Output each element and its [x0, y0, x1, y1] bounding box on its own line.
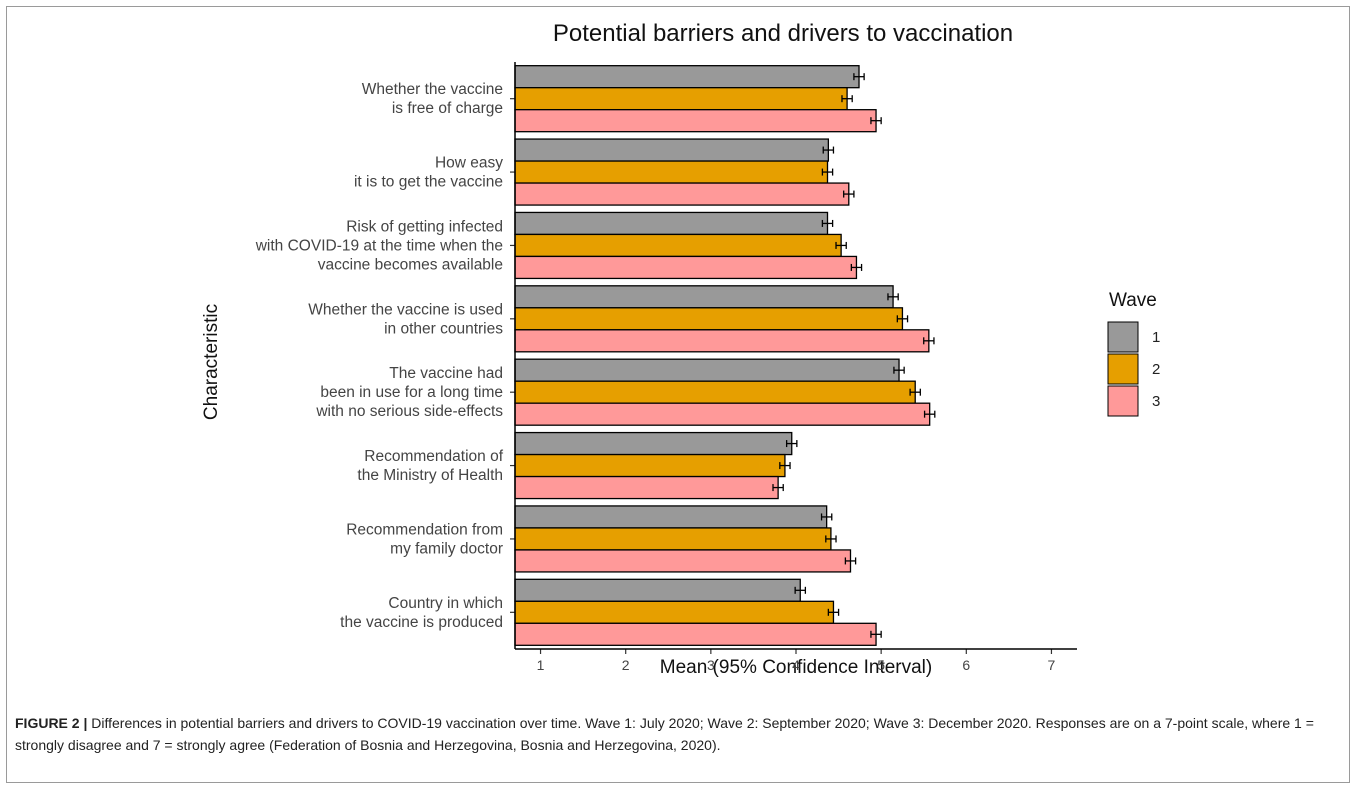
error-bar-wave-1-cat-7	[820, 513, 833, 521]
x-tick-label: 3	[707, 657, 715, 673]
y-tick-label: How easy	[435, 155, 503, 172]
error-bar-wave-2-cat-1	[841, 95, 853, 103]
figure-caption: FIGURE 2 | Differences in potential barr…	[15, 712, 1345, 756]
error-bar-wave-3-cat-7	[844, 557, 857, 565]
chart-title: Potential barriers and drivers to vaccin…	[553, 20, 1013, 47]
bar-wave-1-cat-4	[514, 285, 894, 309]
error-bar-wave-2-cat-3	[835, 241, 847, 249]
y-tick-label: The vaccine had	[389, 365, 503, 382]
bar-wave-1-cat-2	[514, 138, 830, 162]
bar-chart: Potential barriers and drivers to vaccin…	[201, 20, 1160, 678]
legend-label-wave-2: 2	[1152, 361, 1160, 378]
bar-wave-3-cat-8	[514, 622, 877, 646]
bar-wave-2-cat-2	[514, 160, 829, 184]
error-bar-wave-1-cat-2	[822, 146, 835, 154]
caption-label: FIGURE 2 |	[15, 715, 88, 731]
bar-wave-2-cat-6	[514, 453, 786, 478]
y-tick-label: the vaccine is produced	[340, 614, 503, 631]
bar-wave-2-cat-5	[514, 380, 916, 404]
bar-wave-1-cat-3	[514, 211, 829, 236]
y-tick-label: Whether the vaccine	[362, 81, 503, 98]
error-bar-wave-2-cat-4	[896, 315, 909, 323]
error-bar-wave-3-cat-5	[923, 410, 936, 418]
bars-group	[514, 65, 936, 646]
legend-label-wave-3: 3	[1152, 393, 1160, 410]
bar-wave-2-cat-1	[514, 87, 848, 111]
y-tick-label: vaccine becomes available	[318, 256, 503, 273]
y-tick-label: Country in which	[388, 595, 503, 612]
error-bar-wave-3-cat-3	[850, 263, 863, 271]
caption-text: Differences in potential barriers and dr…	[15, 715, 1314, 753]
x-tick-label: 5	[877, 657, 885, 673]
legend: Wave 1 2 3	[1107, 290, 1160, 417]
legend-swatch-wave-2	[1107, 353, 1139, 385]
error-bar-wave-2-cat-7	[825, 535, 837, 543]
error-bar-wave-2-cat-8	[827, 608, 840, 616]
y-tick-label: Recommendation of	[364, 448, 503, 465]
bar-wave-3-cat-2	[514, 182, 850, 206]
error-bar-wave-1-cat-8	[794, 586, 807, 594]
error-bar-wave-3-cat-6	[772, 484, 784, 492]
x-ticks: 1 2 3 4 5 6 7	[537, 649, 1056, 673]
legend-swatch-wave-1	[1107, 321, 1139, 353]
bar-wave-3-cat-7	[514, 549, 852, 573]
y-tick-label: with no serious side-effects	[315, 403, 503, 420]
bar-wave-3-cat-5	[514, 402, 931, 426]
bar-wave-2-cat-4	[514, 307, 904, 331]
bar-wave-1-cat-6	[514, 431, 793, 456]
bar-wave-3-cat-6	[514, 475, 779, 500]
bar-wave-2-cat-3	[514, 233, 842, 258]
bar-wave-3-cat-4	[514, 329, 930, 353]
error-bar-wave-2-cat-2	[821, 168, 834, 176]
error-bar-wave-1-cat-4	[887, 293, 899, 301]
bar-wave-1-cat-7	[514, 505, 828, 529]
y-tick-label: Recommendation from	[346, 521, 503, 538]
error-bar-wave-2-cat-6	[779, 462, 791, 470]
y-tick-label: in other countries	[384, 320, 503, 337]
x-tick-label: 4	[792, 657, 800, 673]
y-tick-label: Whether the vaccine is used	[308, 301, 503, 318]
figure-panel: Potential barriers and drivers to vaccin…	[6, 6, 1350, 783]
error-bar-wave-1-cat-3	[821, 219, 834, 227]
bar-wave-2-cat-7	[514, 527, 832, 551]
error-bar-wave-3-cat-1	[870, 117, 882, 125]
legend-swatch-wave-3	[1107, 385, 1139, 417]
bar-wave-1-cat-5	[514, 358, 900, 382]
bar-wave-1-cat-8	[514, 578, 801, 602]
legend-title: Wave	[1109, 290, 1157, 311]
y-axis-label: Characteristic	[201, 304, 222, 420]
y-tick-label: my family doctor	[390, 540, 503, 557]
x-tick-label: 1	[537, 657, 545, 673]
y-tick-label: Risk of getting infected	[346, 218, 503, 235]
bar-wave-1-cat-1	[514, 65, 860, 89]
error-bar-wave-3-cat-4	[923, 337, 935, 345]
x-axis-label: Mean (95% Confidence Interval)	[660, 657, 932, 678]
error-bar-wave-1-cat-1	[853, 73, 865, 81]
x-tick-label: 2	[622, 657, 630, 673]
y-tick-labels: Whether the vaccine is free of charge How …	[255, 81, 515, 631]
bar-wave-2-cat-8	[514, 600, 835, 624]
y-tick-label: is free of charge	[392, 100, 503, 117]
bar-wave-3-cat-1	[514, 109, 877, 133]
x-tick-label: 6	[962, 657, 970, 673]
y-tick-label: with COVID-19 at the time when the	[255, 237, 503, 254]
x-tick-label: 7	[1048, 657, 1056, 673]
y-tick-label: the Ministry of Health	[357, 467, 503, 484]
error-bar-wave-1-cat-6	[785, 440, 798, 448]
y-tick-label: it is to get the vaccine	[354, 174, 503, 191]
error-bar-wave-3-cat-8	[870, 630, 882, 638]
error-bar-wave-2-cat-5	[909, 388, 921, 396]
y-tick-label: been in use for a long time	[320, 384, 503, 401]
legend-label-wave-1: 1	[1152, 329, 1160, 346]
error-bar-wave-3-cat-2	[843, 190, 855, 198]
bar-wave-3-cat-3	[514, 255, 858, 280]
error-bar-wave-1-cat-5	[893, 366, 905, 374]
